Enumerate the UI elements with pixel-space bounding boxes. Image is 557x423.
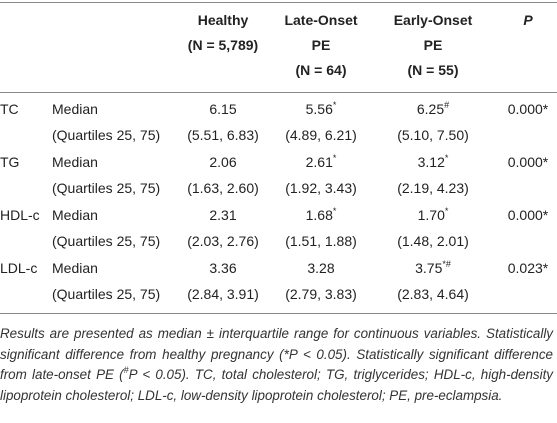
cell: (2.19, 4.23) — [397, 179, 469, 197]
bottom-rule — [0, 313, 557, 314]
column-header: Healthy — [197, 12, 249, 28]
cell-value: (1.48, 2.01) — [397, 233, 469, 249]
cell-value: (1.63, 2.60) — [187, 180, 259, 196]
cell: 2.61* — [306, 153, 337, 171]
cell: (1.92, 3.43) — [285, 179, 357, 197]
column-header: (N = 64) — [295, 62, 347, 78]
cell: 3.28 — [307, 259, 334, 277]
row-label: (Quartiles 25, 75) — [52, 180, 161, 196]
footnote-text: P < 0.05). TC, total cholesterol; TG, tr… — [0, 367, 553, 403]
p-value: 0.000* — [507, 101, 549, 117]
cell: 2.06 — [209, 153, 236, 171]
cell-value: (2.79, 3.83) — [285, 286, 357, 302]
cell-marker: * — [444, 153, 449, 163]
cell: 6.15 — [209, 100, 236, 118]
column-header: Late-Onset — [284, 12, 358, 28]
cell-value: (5.51, 6.83) — [187, 127, 259, 143]
row-label: Median — [52, 260, 98, 276]
cell-value: (5.10, 7.50) — [397, 127, 469, 143]
variable-name: TG — [0, 154, 20, 170]
cell-marker: *# — [442, 259, 451, 269]
cell-value: (1.51, 1.88) — [285, 233, 357, 249]
cell: (5.51, 6.83) — [187, 126, 259, 144]
cell-value: 2.06 — [209, 154, 237, 170]
cell: (4.89, 6.21) — [285, 126, 357, 144]
row-label: Median — [52, 154, 98, 170]
cell: (2.84, 3.91) — [187, 285, 259, 303]
cell-value: 3.75 — [415, 260, 443, 276]
variable-name: TC — [0, 101, 19, 117]
cell-value: (2.03, 2.76) — [187, 233, 259, 249]
cell-value: 3.36 — [209, 260, 237, 276]
cell-marker: * — [332, 206, 337, 216]
cell-marker: # — [444, 100, 450, 110]
cell-value: 1.70 — [417, 207, 445, 223]
cell: 3.75*# — [415, 259, 451, 277]
column-header: PE — [311, 37, 331, 53]
header-rule — [0, 92, 557, 93]
column-header: (N = 55) — [407, 62, 459, 78]
p-value: 0.000* — [507, 154, 549, 170]
cell: (1.63, 2.60) — [187, 179, 259, 197]
cell: (2.79, 3.83) — [285, 285, 357, 303]
cell: 6.25# — [417, 100, 449, 118]
cell-value: 5.56 — [305, 101, 333, 117]
cell-marker: * — [332, 153, 337, 163]
column-header: Early-Onset — [393, 12, 473, 28]
cell: 1.70* — [418, 206, 449, 224]
footnote: Results are presented as median ± interq… — [0, 324, 553, 406]
cell: (2.83, 4.64) — [397, 285, 469, 303]
top-rule — [0, 2, 557, 3]
cell: 3.36 — [209, 259, 236, 277]
cell-value: 3.12 — [417, 154, 445, 170]
cell: 3.12* — [418, 153, 449, 171]
cell: 2.31 — [209, 206, 236, 224]
cell-value: (2.84, 3.91) — [187, 286, 259, 302]
footnote-text: Results are presented as median ± interq… — [0, 326, 553, 382]
cell: 5.56* — [306, 100, 337, 118]
cell-value: 3.28 — [307, 260, 335, 276]
cell-value: (4.89, 6.21) — [285, 127, 357, 143]
cell: (1.51, 1.88) — [285, 232, 357, 250]
row-label: Median — [52, 101, 98, 117]
row-label: Median — [52, 207, 98, 223]
p-value: 0.023* — [507, 260, 549, 276]
cell-marker: * — [444, 206, 449, 216]
cell: (2.03, 2.76) — [187, 232, 259, 250]
cell-value: 1.68 — [305, 207, 333, 223]
cell-value: 6.25 — [416, 101, 445, 117]
variable-name: LDL-c — [0, 260, 38, 276]
variable-name: HDL-c — [0, 207, 40, 223]
cell-value: (1.92, 3.43) — [285, 180, 357, 196]
cell-value: (2.83, 4.64) — [397, 286, 469, 302]
cell-value: (2.19, 4.23) — [397, 180, 469, 196]
cell-marker: * — [332, 100, 337, 110]
row-label: (Quartiles 25, 75) — [52, 233, 161, 249]
column-header: (N = 5,789) — [187, 37, 259, 53]
p-header: P — [523, 12, 533, 28]
footnote-text: # — [123, 365, 129, 375]
cell-value: 2.61 — [305, 154, 333, 170]
row-label: (Quartiles 25, 75) — [52, 127, 161, 143]
column-header: PE — [423, 37, 443, 53]
cell-value: 6.15 — [209, 101, 237, 117]
row-label: (Quartiles 25, 75) — [52, 286, 161, 302]
cell-value: 2.31 — [209, 207, 237, 223]
cell: 1.68* — [306, 206, 337, 224]
cell: (5.10, 7.50) — [397, 126, 469, 144]
cell: (1.48, 2.01) — [397, 232, 469, 250]
p-value: 0.000* — [507, 207, 549, 223]
